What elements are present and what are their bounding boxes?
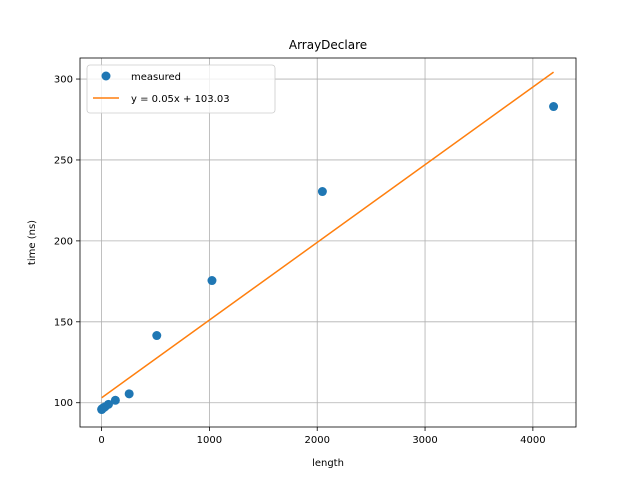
data-point <box>549 102 559 112</box>
data-point <box>317 187 327 197</box>
x-axis-label: length <box>312 458 344 469</box>
y-tick-label: 200 <box>54 236 73 247</box>
x-tick-label: 4000 <box>520 435 545 446</box>
plot-area <box>80 58 576 427</box>
data-point <box>152 331 162 341</box>
legend: measured y = 0.05x + 103.03 <box>86 64 276 114</box>
axis-ticks: 0 1000 2000 3000 4000 100 150 200 250 300 <box>54 75 546 446</box>
y-tick-label: 250 <box>54 155 73 166</box>
legend-marker-measured <box>101 71 111 81</box>
y-tick-label: 300 <box>54 75 73 86</box>
legend-label-measured: measured <box>131 72 181 83</box>
x-tick-label: 0 <box>98 435 104 446</box>
x-tick-label: 1000 <box>197 435 222 446</box>
legend-box <box>86 64 276 114</box>
y-axis-label: time (ns) <box>27 220 38 265</box>
plot-frame <box>79 57 577 428</box>
grid-lines <box>80 58 576 427</box>
series-layer <box>97 71 559 415</box>
data-point <box>124 389 134 399</box>
y-tick-label: 100 <box>54 398 73 409</box>
chart-title: ArrayDeclare <box>289 38 367 52</box>
y-tick-label: 150 <box>54 317 73 328</box>
data-point <box>207 276 217 286</box>
fit-line <box>101 71 555 399</box>
legend-label-fit-line: y = 0.05x + 103.03 <box>131 94 230 105</box>
x-tick-label: 2000 <box>304 435 329 446</box>
data-point <box>110 395 120 405</box>
data-point <box>103 399 113 409</box>
x-tick-label: 3000 <box>412 435 437 446</box>
